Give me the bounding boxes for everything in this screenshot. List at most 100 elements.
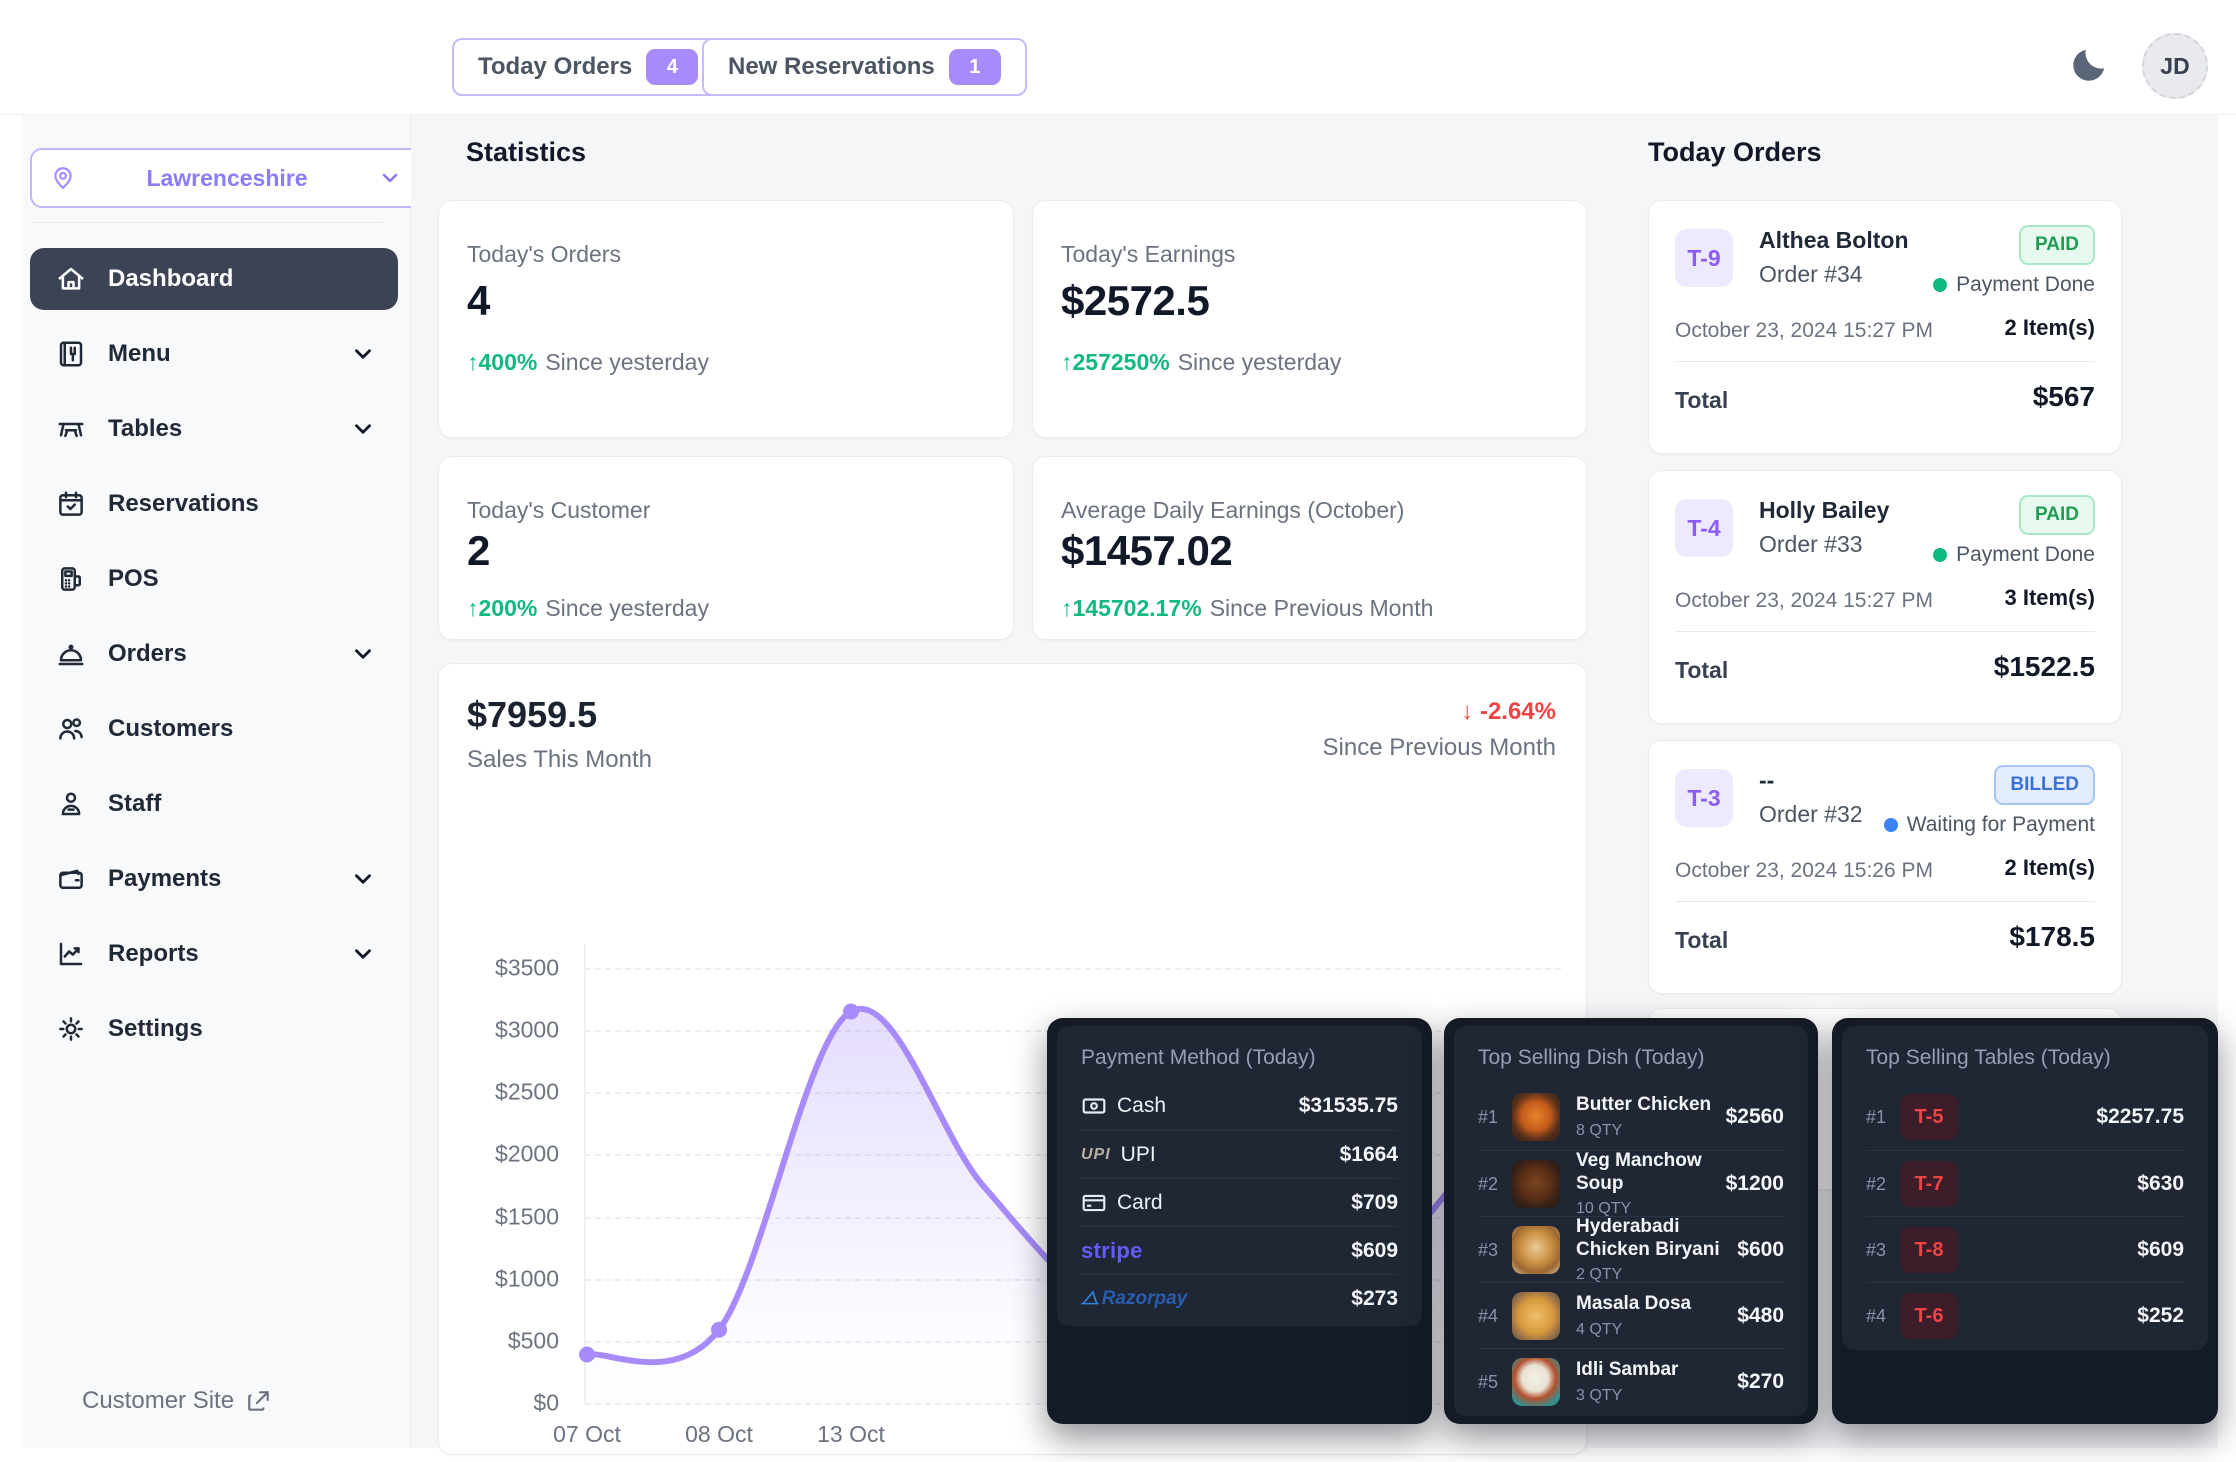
- data-point-dot: [579, 1346, 595, 1363]
- payment-method-value: $31535.75: [1298, 1094, 1398, 1117]
- sidebar-item-label: POS: [108, 565, 159, 592]
- chevron-down-icon: [355, 349, 371, 359]
- sidebar-divider: [30, 222, 382, 223]
- order-card-34[interactable]: T-9 Althea Bolton Order #34 PAID Payment…: [1648, 200, 2122, 454]
- dish-photo: [1512, 1160, 1560, 1208]
- chart-icon: [59, 942, 83, 966]
- top-selling-dish-panel: Top Selling Dish (Today) #1 Butter Chick…: [1444, 1018, 1818, 1424]
- delta-period: Since Previous Month: [1209, 595, 1434, 621]
- payment-method-inner: Payment Method (Today) Cash $31535.75 UPI …: [1057, 1026, 1422, 1326]
- payment-status: Waiting for Payment: [1883, 813, 2095, 837]
- y-axis-tick: $3500: [495, 954, 559, 981]
- menu-book-icon: [59, 341, 83, 367]
- dish-rank: #2: [1478, 1173, 1499, 1194]
- order-total-label: Total: [1675, 657, 1729, 683]
- top-dish-row: #1 Butter Chicken 8 QTY $2560: [1478, 1084, 1784, 1150]
- dish-photo: [1512, 1358, 1560, 1406]
- sidebar-item-pos[interactable]: POS: [30, 548, 398, 610]
- sidebar-item-reservations[interactable]: Reservations: [30, 473, 398, 535]
- payment-method-row: ⧍ Razorpay $273: [1081, 1274, 1398, 1323]
- order-items-count: 2 Item(s): [2004, 855, 2095, 880]
- delta-up-arrow-icon: ↑400%: [467, 349, 538, 375]
- chevron-down-icon: [355, 949, 371, 959]
- stat-card-label: Average Daily Earnings (October): [1061, 497, 1405, 523]
- statistics-title: Statistics: [466, 137, 587, 167]
- location-label: Lawrenceshire: [146, 164, 308, 191]
- dish-rank: #1: [1478, 1106, 1499, 1127]
- sidebar-item-label: Customers: [108, 715, 234, 742]
- dish-info: Hyderabadi Chicken Biryani 2 QTY: [1576, 1216, 1737, 1285]
- dish-name: Veg Manchow Soup: [1576, 1149, 1702, 1194]
- dish-rank: #3: [1478, 1239, 1499, 1260]
- chevron-down-icon: [382, 173, 398, 183]
- sidebar-item-dashboard[interactable]: Dashboard: [30, 248, 398, 310]
- customer-site-link[interactable]: Customer Site: [82, 1387, 272, 1415]
- sidebar-item-label: Reservations: [108, 490, 259, 517]
- order-card-33[interactable]: T-4 Holly Bailey Order #33 PAID Payment …: [1648, 470, 2122, 724]
- payment-method-row: Card $709: [1081, 1178, 1398, 1227]
- header-button-new-reservations[interactable]: New Reservations 1: [702, 38, 1027, 96]
- x-axis-tick: 07 Oct: [553, 1421, 621, 1447]
- stat-card-value: 4: [467, 277, 490, 324]
- order-card-32[interactable]: T-3 -- Order #32 BILLED Waiting for Paym…: [1648, 740, 2122, 994]
- sales-total: $7959.5: [467, 694, 598, 735]
- status-dot-icon: [1933, 548, 1948, 562]
- sidebar-item-settings[interactable]: Settings: [30, 998, 398, 1060]
- payment-method-value: $709: [1351, 1191, 1398, 1214]
- dish-value: $600: [1737, 1238, 1784, 1261]
- stat-card-value: $1457.02: [1061, 527, 1233, 574]
- sidebar-item-tables[interactable]: Tables: [30, 398, 398, 460]
- payment-method-row: Cash $31535.75: [1081, 1082, 1398, 1130]
- order-total-value: $1522.5: [1993, 651, 2095, 682]
- sidebar-item-label: Orders: [108, 640, 187, 667]
- dark-mode-toggle-moon-icon[interactable]: [2066, 44, 2110, 88]
- y-axis-line: [584, 944, 586, 1403]
- delta-period: Since yesterday: [1177, 349, 1342, 375]
- top-table-row: #4 T-6 $252: [1866, 1282, 2184, 1349]
- table-rank: #3: [1866, 1239, 1887, 1260]
- location-selector[interactable]: Lawrenceshire: [30, 148, 422, 208]
- sidebar-item-label: Reports: [108, 940, 199, 967]
- sidebar-item-menu[interactable]: Menu: [30, 323, 398, 385]
- home-icon: [58, 267, 84, 290]
- payment-method-value: $609: [1351, 1239, 1398, 1262]
- sidebar-item-label: Dashboard: [108, 265, 234, 292]
- sidebar-item-label: Payments: [108, 865, 222, 892]
- order-divider: [1675, 631, 2095, 632]
- sidebar-item-payments[interactable]: Payments: [30, 848, 398, 910]
- dish-qty: 8 QTY: [1576, 1121, 1623, 1139]
- sidebar-item-customers[interactable]: Customers: [30, 698, 398, 760]
- avatar[interactable]: JD: [2142, 33, 2208, 99]
- stat-card-delta: ↑145702.17% Since Previous Month: [1061, 595, 1433, 622]
- stat-card-delta: ↑200% Since yesterday: [467, 595, 709, 622]
- payment-method-name: UPI UPI: [1081, 1143, 1156, 1166]
- table-badge: T-4: [1675, 499, 1733, 557]
- header-button-label: Today Orders: [478, 53, 633, 80]
- card-icon: [1082, 1194, 1106, 1212]
- sales-subtitle: Sales This Month: [467, 746, 652, 773]
- sidebar-item-orders[interactable]: Orders: [30, 623, 398, 685]
- dish-photo: [1512, 1093, 1560, 1141]
- gridline: [585, 968, 1561, 970]
- header-button-today-orders[interactable]: Today Orders 4: [452, 38, 725, 96]
- payment-method-value: $273: [1351, 1287, 1398, 1310]
- dish-value: $1200: [1725, 1172, 1784, 1195]
- dish-info: Butter Chicken 8 QTY: [1576, 1094, 1711, 1140]
- order-total-value: $567: [2032, 381, 2095, 412]
- chevron-down-icon: [355, 649, 371, 659]
- top-selling-tables-inner: Top Selling Tables (Today) #1 T-5 $2257.…: [1842, 1026, 2208, 1350]
- payment-method-row: stripe $609: [1081, 1226, 1398, 1275]
- order-status-badge: BILLED: [1994, 765, 2095, 805]
- dish-info: Veg Manchow Soup 10 QTY: [1576, 1150, 1726, 1219]
- payment-method-name: Card: [1081, 1190, 1163, 1216]
- table-rank: #4: [1866, 1305, 1887, 1326]
- delta-up-arrow-icon: ↑257250%: [1061, 349, 1170, 375]
- order-items-count: 3 Item(s): [2004, 585, 2095, 610]
- sidebar-item-reports[interactable]: Reports: [30, 923, 398, 985]
- stat-card-label: Today's Customer: [467, 497, 651, 523]
- sidebar-item-staff[interactable]: Staff: [30, 773, 398, 835]
- delta-period: Since yesterday: [545, 349, 709, 375]
- order-date: October 23, 2024 15:27 PM: [1675, 319, 1933, 342]
- dish-qty: 3 QTY: [1576, 1386, 1623, 1404]
- top-table-row: #1 T-5 $2257.75: [1866, 1084, 2184, 1150]
